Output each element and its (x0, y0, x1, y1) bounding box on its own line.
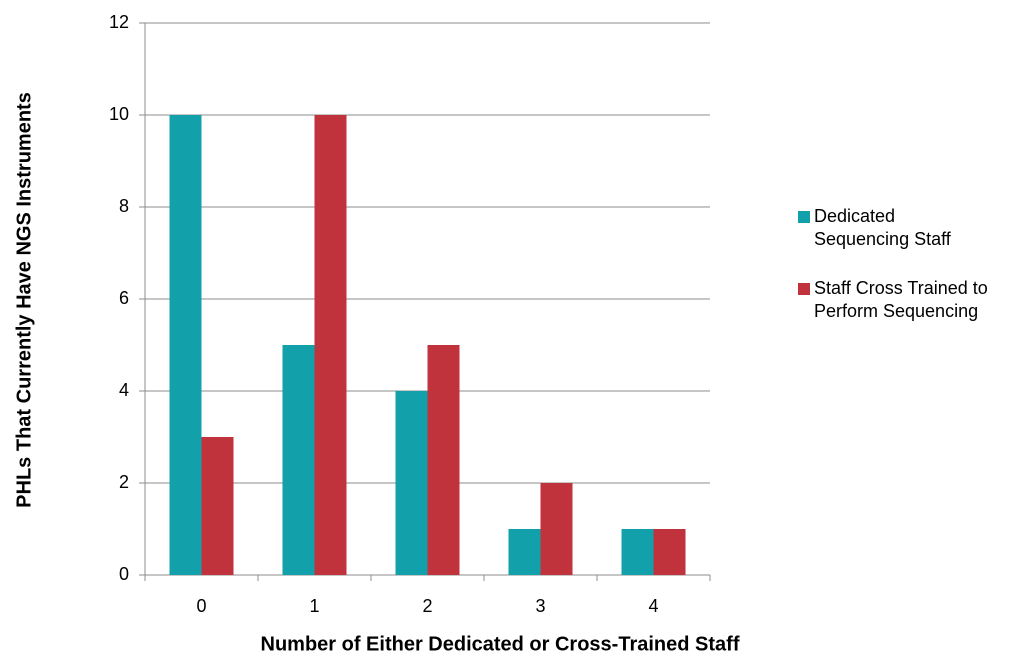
legend-swatch (798, 283, 810, 295)
bar (427, 345, 460, 575)
y-tick-label: 10 (109, 104, 129, 124)
bar (653, 529, 686, 575)
bar (540, 483, 573, 575)
bar (169, 115, 202, 575)
y-tick-label: 12 (109, 12, 129, 32)
y-tick-label: 0 (119, 564, 129, 584)
bar (314, 115, 347, 575)
legend-label: Staff Cross Trained to Perform Sequencin… (814, 278, 988, 321)
x-tick-label: 2 (422, 596, 432, 616)
bar (621, 529, 654, 575)
bar (201, 437, 234, 575)
legend-label: Dedicated Sequencing Staff (814, 206, 951, 249)
x-tick-label: 3 (535, 596, 545, 616)
x-axis-title: Number of Either Dedicated or Cross-Trai… (261, 633, 740, 655)
y-tick-label: 8 (119, 196, 129, 216)
y-tick-label: 4 (119, 380, 129, 400)
y-axis-title: PHLs That Currently Have NGS Instruments (13, 92, 35, 508)
x-tick-label: 1 (309, 596, 319, 616)
bar (508, 529, 541, 575)
legend-swatch (798, 211, 810, 223)
legend: Dedicated Sequencing Staff Staff Cross Tr… (798, 205, 998, 349)
x-tick-label: 0 (196, 596, 206, 616)
bar (395, 391, 428, 575)
legend-item: Staff Cross Trained to Perform Sequencin… (798, 277, 998, 323)
x-tick-label: 4 (648, 596, 658, 616)
y-tick-label: 6 (119, 288, 129, 308)
y-tick-label: 2 (119, 472, 129, 492)
bar (282, 345, 315, 575)
legend-item: Dedicated Sequencing Staff (798, 205, 998, 251)
